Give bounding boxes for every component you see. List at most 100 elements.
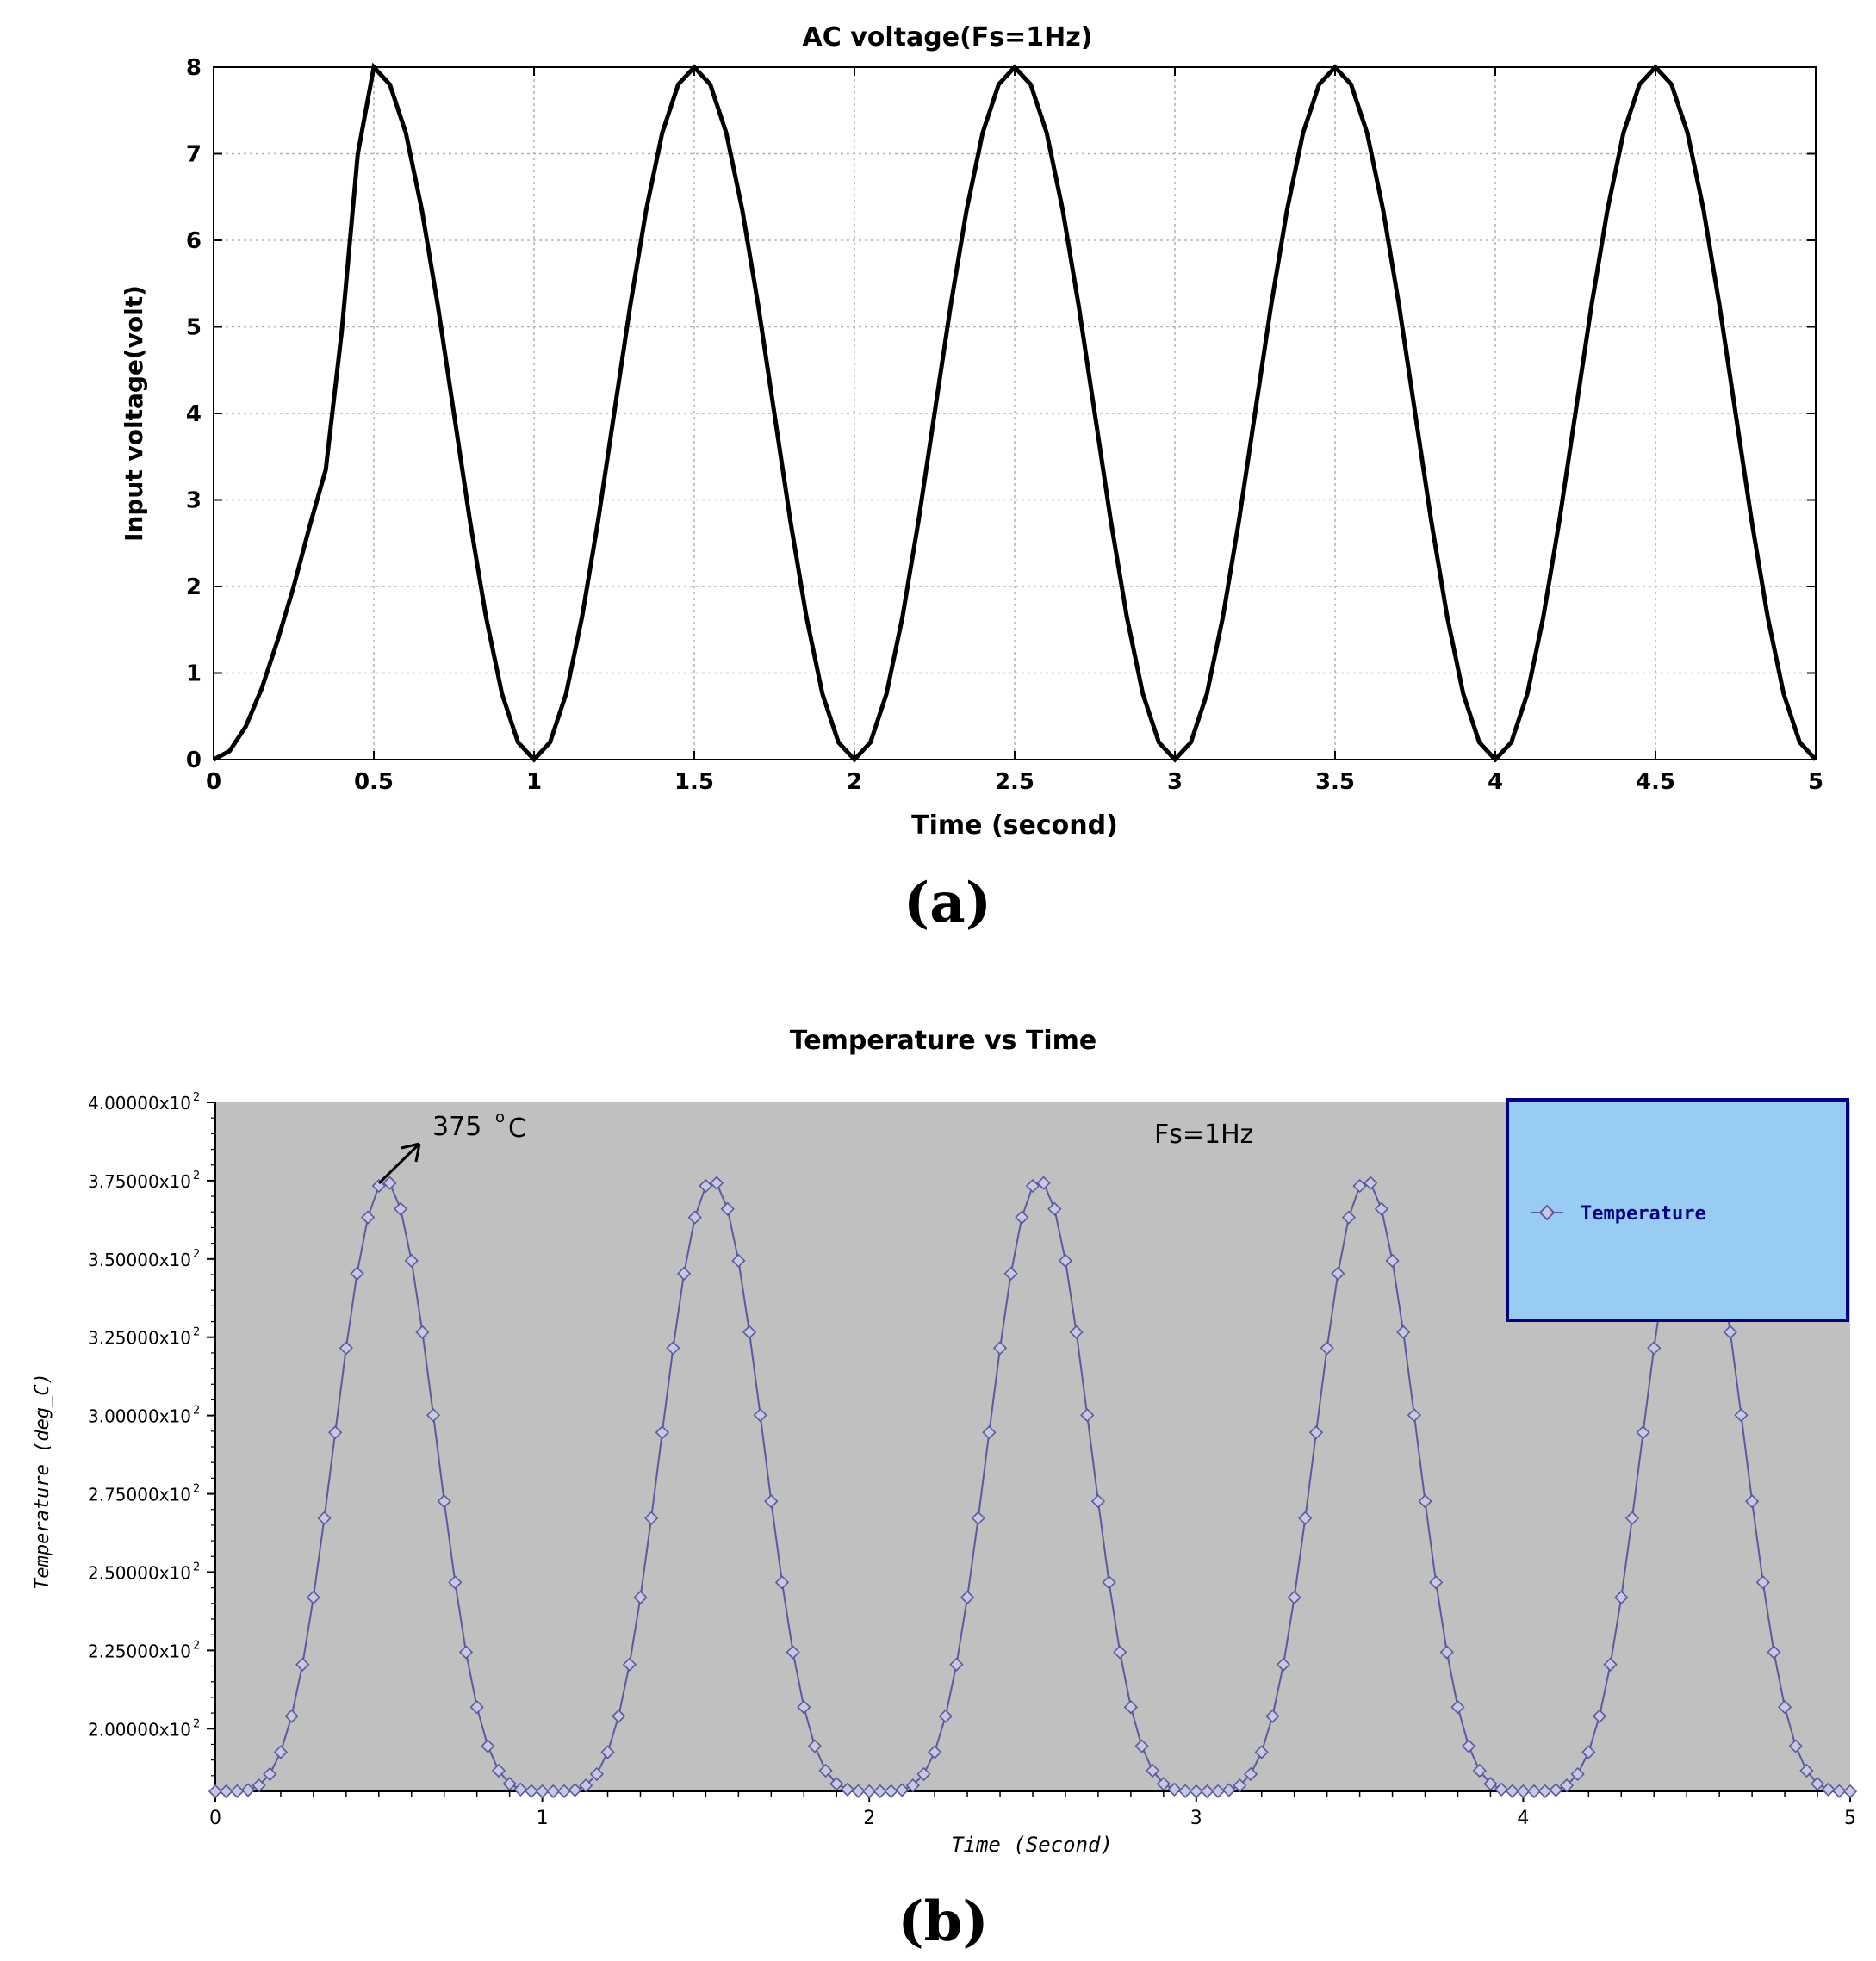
- chart-b-data-point: [568, 1783, 582, 1797]
- chart-b-data-point: [1744, 1494, 1760, 1509]
- chart-b-data-point: [481, 1739, 495, 1753]
- chart-b-peak-annotation: 375 o C: [377, 1108, 526, 1185]
- chart-b-y-tick-label: 3.50000x10: [88, 1250, 191, 1270]
- chart-b-data-point: [1767, 1645, 1781, 1660]
- chart-b-data-point: [1003, 1266, 1018, 1281]
- chart-b-data-point: [306, 1590, 321, 1604]
- chart-b-data-point: [1090, 1494, 1106, 1509]
- chart-a-y-tick-label: 5: [186, 315, 202, 341]
- chart-b-data-point: [469, 1700, 484, 1715]
- chart-a: 0 0.5 1 1.5 2 2.5 3 3.5 4 4.5 5 0 1 2 3 4 5 6 7 8 AC volta…: [120, 22, 1823, 935]
- chart-b-data-point: [1505, 1784, 1519, 1798]
- chart-b-data-point: [1537, 1784, 1552, 1798]
- chart-b-data-point: [1210, 1784, 1226, 1798]
- chart-b-data-point: [1549, 1783, 1563, 1797]
- chart-b-data-point: [1308, 1425, 1324, 1440]
- chart-b-data-point: [437, 1494, 451, 1509]
- chart-b-data-point: [687, 1210, 702, 1225]
- chart-b-data-point: [240, 1783, 256, 1797]
- chart-b-data-point: [1636, 1425, 1650, 1440]
- chart-b-data-point: [535, 1784, 550, 1799]
- chart-b-data-point: [1080, 1408, 1095, 1423]
- chart-b-data-point: [350, 1266, 364, 1281]
- chart-b-data-point: [1570, 1766, 1585, 1782]
- chart-b-data-point: [1396, 1325, 1411, 1339]
- chart-b-data-point: [1407, 1408, 1422, 1423]
- panel-label-b: (b): [898, 1890, 988, 1954]
- chart-b-data-point: [905, 1778, 920, 1793]
- chart-b-data-point: [1439, 1645, 1454, 1660]
- chart-b-data-point: [797, 1700, 811, 1715]
- chart-a-x-axis-label: Time (second): [911, 810, 1118, 841]
- chart-b-data-point: [1723, 1325, 1737, 1339]
- chart-b-data-point: [938, 1709, 953, 1723]
- chart-b-data-point: [393, 1201, 408, 1216]
- chart-b-data-point: [1265, 1709, 1280, 1723]
- chart-b-y-tick-label: 4.00000x10: [88, 1093, 191, 1114]
- chart-b-y-tick-exponent: 2: [193, 1326, 200, 1339]
- chart-a-y-tick-label: 2: [186, 574, 202, 600]
- chart-b-data-point: [884, 1784, 898, 1798]
- chart-b-data-point: [1734, 1408, 1749, 1423]
- chart-b-data-point: [1134, 1739, 1149, 1753]
- chart-b-data-point: [1364, 1176, 1378, 1190]
- chart-b-data-point: [612, 1709, 626, 1723]
- chart-a-x-tick-label: 3.5: [1315, 769, 1355, 795]
- chart-a-x-tick-label: 5: [1808, 769, 1823, 795]
- annotation-value: 375: [432, 1112, 481, 1142]
- chart-b-data-point: [579, 1778, 593, 1793]
- chart-b-x-tick-label: 5: [1844, 1808, 1856, 1829]
- chart-a-y-axis-label: Input voltage(volt): [120, 285, 148, 542]
- chart-a-y-tick-label: 6: [186, 228, 202, 254]
- chart-b-x-tick-label: 1: [537, 1808, 549, 1829]
- chart-b-data-point: [382, 1176, 397, 1190]
- chart-b-data-point: [895, 1783, 910, 1797]
- chart-b-data-point: [1254, 1745, 1269, 1759]
- chart-b-data-point: [371, 1178, 386, 1194]
- chart-b-data-point: [1320, 1341, 1334, 1356]
- chart-b-y-tick-label: 2.00000x10: [88, 1719, 191, 1740]
- chart-a-x-tick-label: 3: [1167, 769, 1183, 795]
- chart-b-data-point: [339, 1341, 353, 1356]
- annotation-degree: o: [495, 1108, 505, 1126]
- chart-b-data-point: [448, 1575, 463, 1590]
- chart-b-data-point: [284, 1709, 299, 1723]
- annotation-arrow-head-icon: [401, 1142, 421, 1163]
- chart-b-data-point: [666, 1341, 680, 1356]
- chart-b-data-point: [1614, 1590, 1629, 1604]
- chart-b-x-tick-label: 2: [863, 1808, 875, 1829]
- chart-b-y-tick-exponent: 2: [193, 1405, 200, 1418]
- chart-b-data-point: [1603, 1657, 1618, 1672]
- chart-a-x-tick-label: 4: [1488, 769, 1503, 795]
- chart-b-data-point: [840, 1782, 855, 1797]
- chart-b-data-point: [1352, 1178, 1367, 1194]
- chart-b-data-point: [1069, 1325, 1084, 1339]
- chart-b-y-tick-exponent: 2: [193, 1170, 200, 1182]
- chart-b-data-point: [644, 1511, 659, 1525]
- chart-a-x-tick-label: 2.5: [995, 769, 1034, 795]
- chart-b-data-point: [731, 1253, 746, 1268]
- chart-a-x-tick-label: 0.5: [354, 769, 394, 795]
- chart-b-y-tick-label: 2.25000x10: [88, 1641, 191, 1661]
- chart-b-data-point: [916, 1766, 931, 1782]
- chart-b-data-point: [1494, 1782, 1509, 1797]
- chart-b-data-point: [655, 1425, 669, 1440]
- chart-b-data-point: [1526, 1784, 1542, 1799]
- chart-b-data-point: [1200, 1784, 1214, 1799]
- chart-b-data-point: [633, 1590, 648, 1604]
- chart-b-data-point: [491, 1763, 506, 1778]
- chart-b-data-point: [622, 1657, 637, 1672]
- chart-b-data-point: [1102, 1575, 1116, 1590]
- chart-b-data-point: [252, 1778, 266, 1793]
- chart-b-y-tick-exponent: 2: [193, 1483, 200, 1496]
- chart-a-y-tick-label: 4: [186, 401, 202, 427]
- chart-b-data-point: [1581, 1745, 1596, 1759]
- chart-b-data-point: [273, 1745, 289, 1759]
- chart-b-data-point: [1385, 1253, 1400, 1268]
- chart-b-data-point: [829, 1777, 844, 1791]
- chart-b-data-point: [1331, 1266, 1345, 1281]
- chart-b-data-point: [1167, 1782, 1182, 1797]
- chart-b-data-point: [513, 1782, 528, 1797]
- chart-a-y-tick-label: 8: [186, 55, 202, 81]
- chart-b-data-point: [1146, 1763, 1160, 1778]
